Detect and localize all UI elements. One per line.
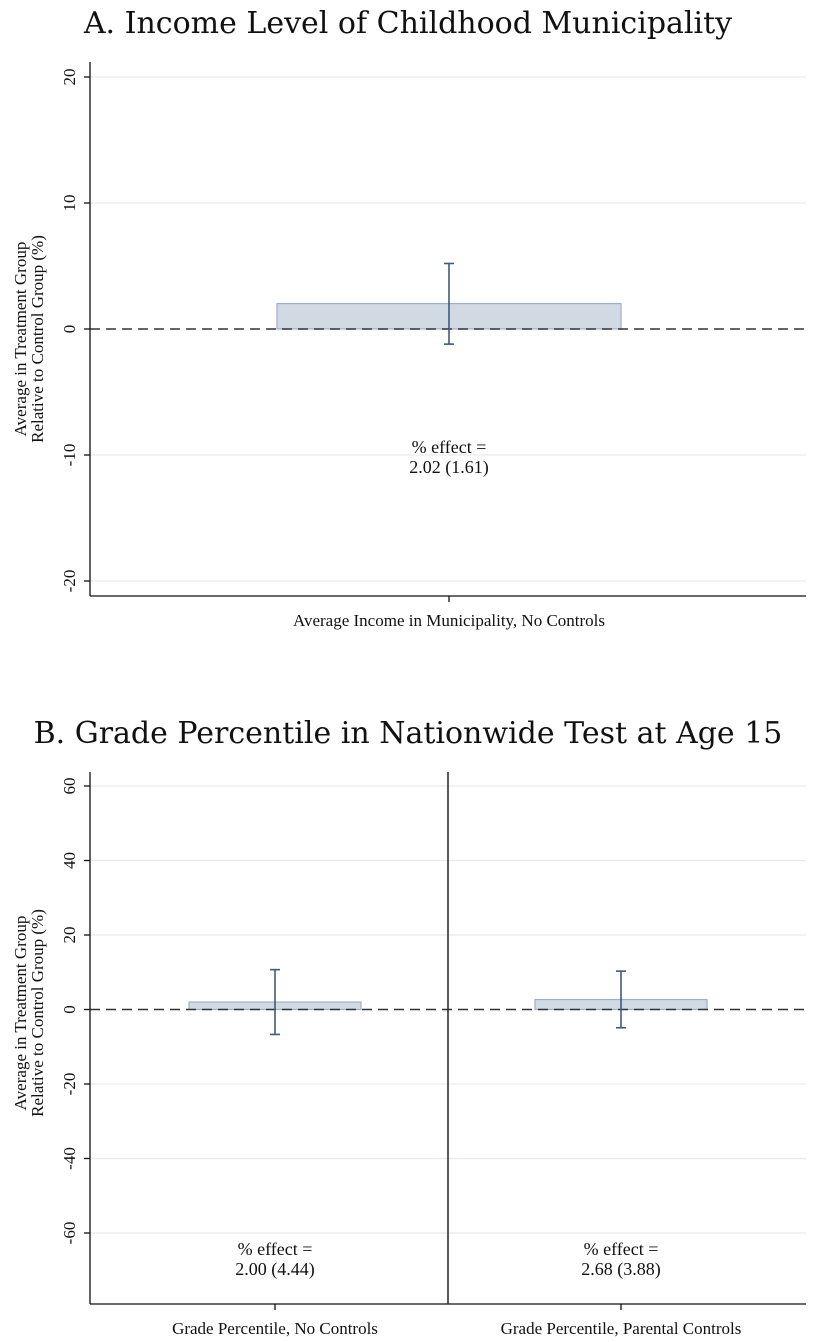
y-tick-label: -60: [60, 1222, 79, 1245]
panel-b-effect-label-1-line2: 2.00 (4.44): [235, 1259, 315, 1280]
panel-a: A. Income Level of Childhood Municipalit…: [11, 6, 806, 630]
panel-a-effect-label-line2: 2.02 (1.61): [409, 457, 489, 478]
y-tick-label: 20: [60, 927, 79, 944]
panel-b-effect-label-2-line1: % effect =: [584, 1239, 659, 1259]
panel-a-y-label-line1: Average in Treatment Group: [11, 242, 30, 437]
y-tick-label: -40: [60, 1147, 79, 1170]
panel-a-title: A. Income Level of Childhood Municipalit…: [83, 6, 732, 41]
y-tick-label: 0: [60, 325, 79, 334]
y-tick-label: 60: [60, 778, 79, 795]
y-tick-label: -20: [60, 570, 79, 593]
panel-b-y-label-line2: Relative to Control Group (%): [28, 909, 47, 1117]
panel-b-title: B. Grade Percentile in Nationwide Test a…: [34, 716, 783, 751]
panel-b-category-label-parental-controls: Grade Percentile, Parental Controls: [501, 1319, 742, 1338]
panel-a-category-label: Average Income in Municipality, No Contr…: [293, 611, 605, 630]
panel-b-effect-label-2-line2: 2.68 (3.88): [581, 1259, 661, 1280]
y-tick-label: 20: [60, 69, 79, 86]
panel-b-y-label-line1: Average in Treatment Group: [11, 916, 30, 1111]
y-tick-label: 10: [60, 195, 79, 212]
y-tick-label: -20: [60, 1073, 79, 1096]
panel-b-category-label-no-controls: Grade Percentile, No Controls: [172, 1319, 378, 1338]
y-tick-label: 0: [60, 1005, 79, 1014]
panel-b: B. Grade Percentile in Nationwide Test a…: [11, 716, 806, 1338]
y-tick-label: 40: [60, 852, 79, 869]
panel-a-effect-label-line1: % effect =: [412, 437, 487, 457]
y-tick-label: -10: [60, 444, 79, 467]
panel-a-y-label-line2: Relative to Control Group (%): [28, 235, 47, 443]
panel-b-effect-label-1-line1: % effect =: [238, 1239, 313, 1259]
